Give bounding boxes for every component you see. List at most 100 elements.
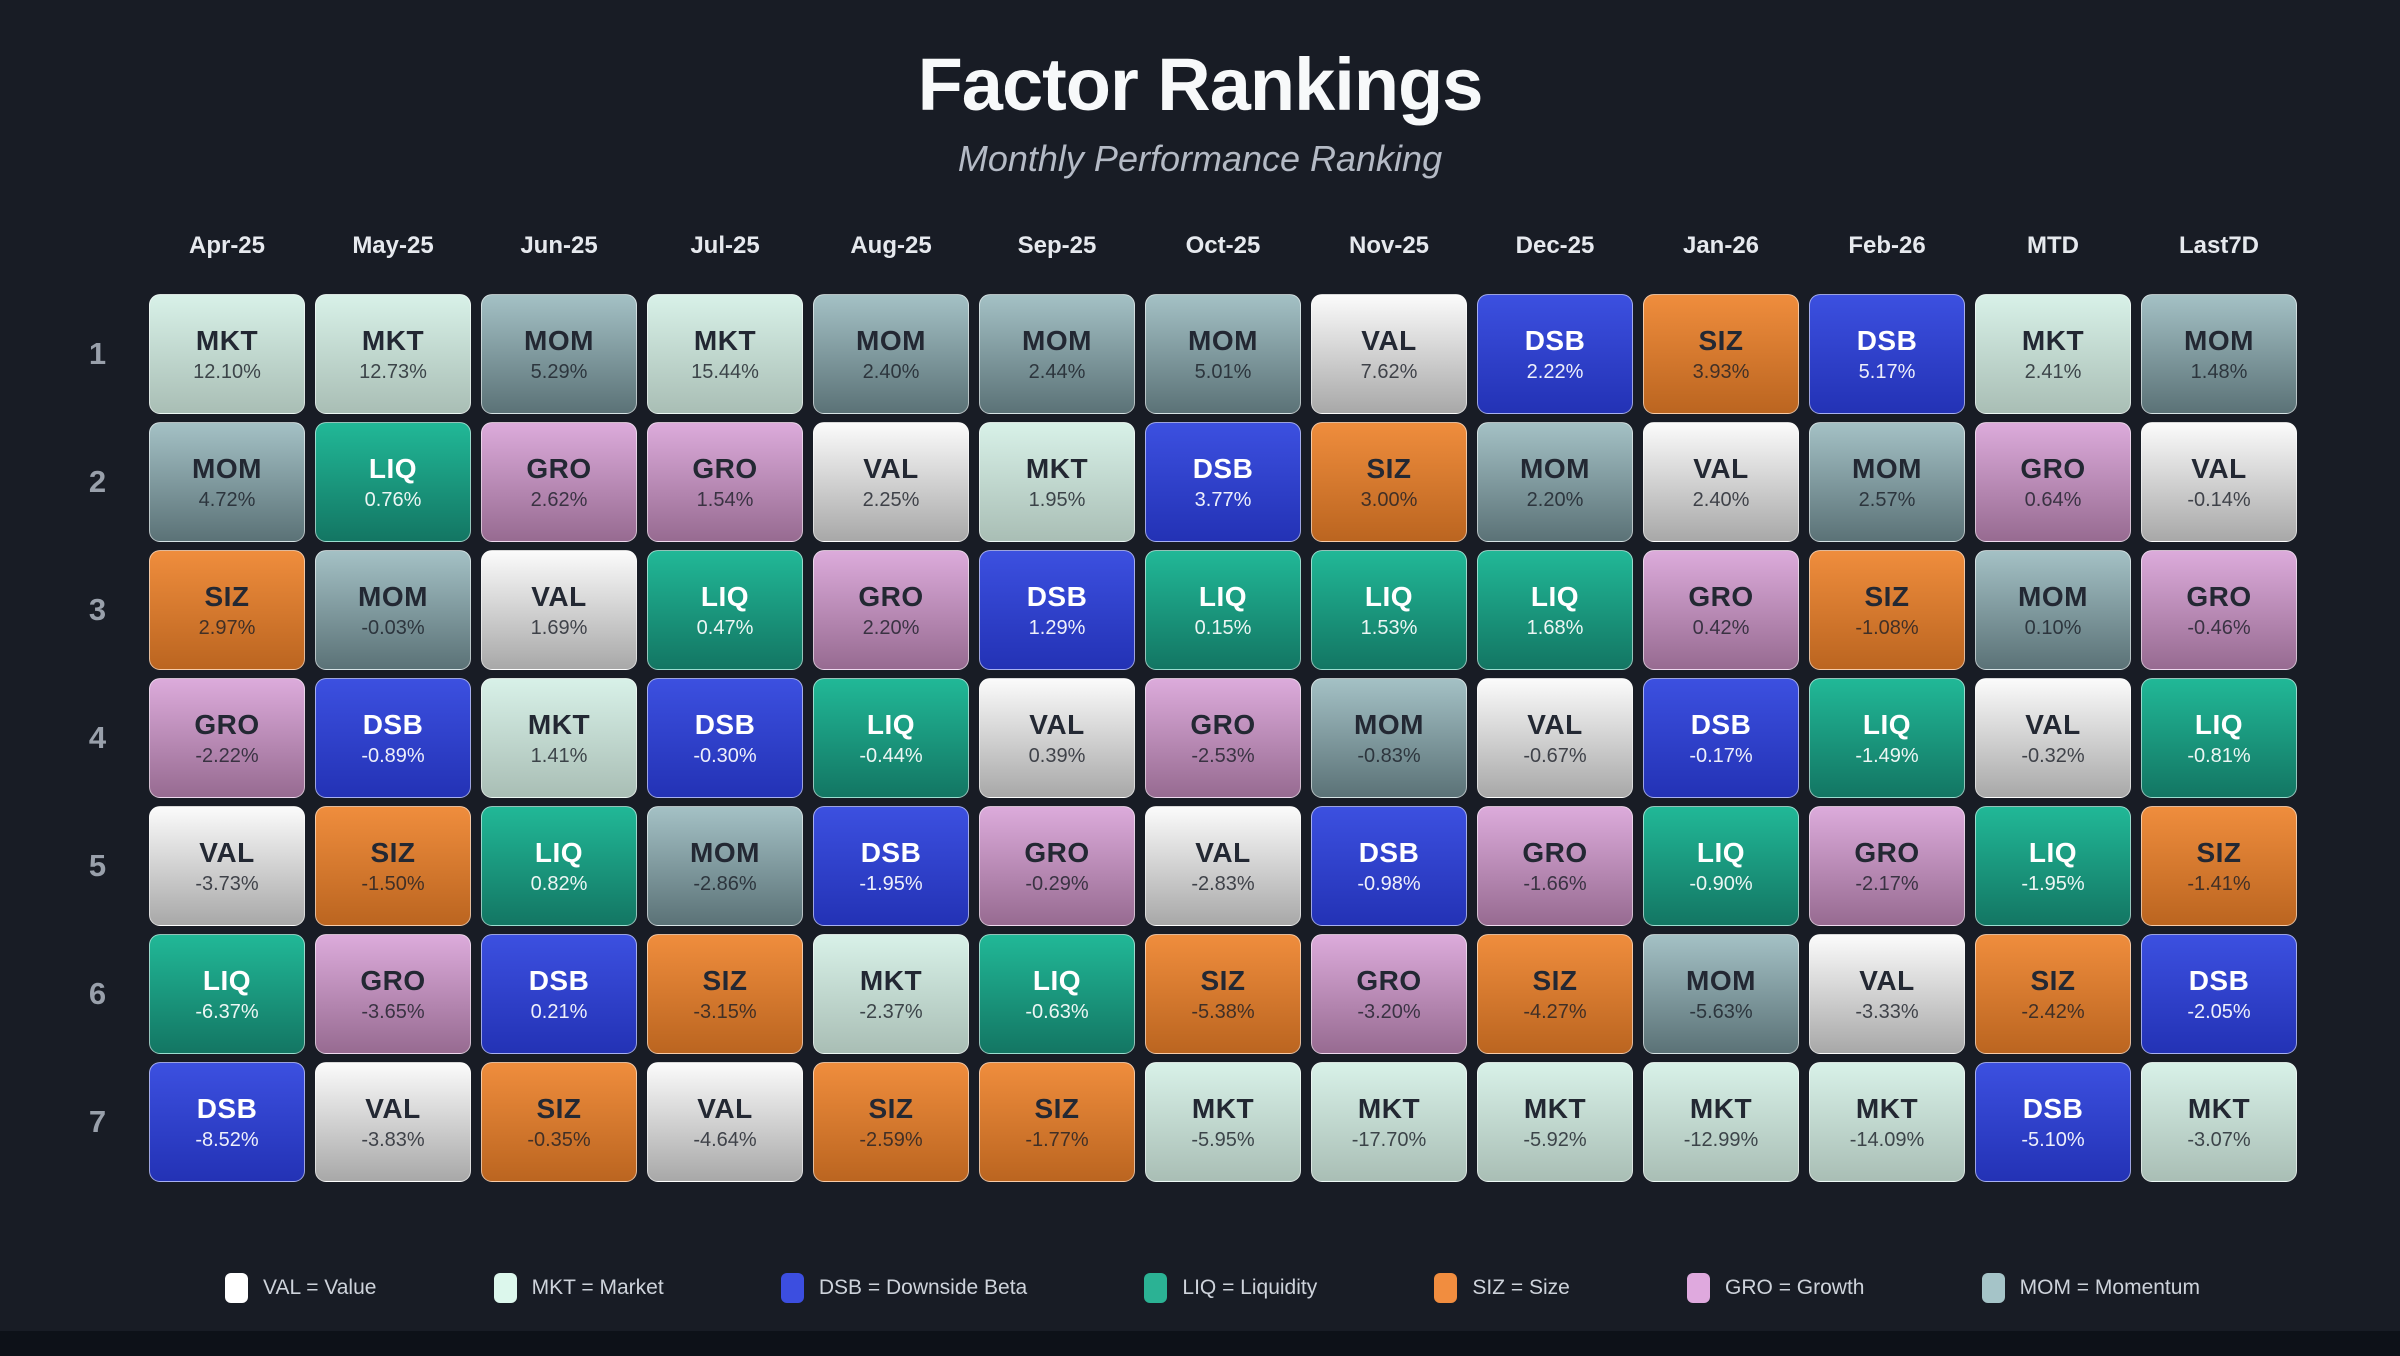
factor-code: LIQ [368,452,418,484]
factor-value: 3.77% [1194,488,1252,511]
factor-value: -6.37% [195,1000,259,1023]
factor-value: 2.57% [1858,488,1916,511]
factor-code: MKT [1191,1092,1255,1124]
factor-value: -5.10% [2021,1128,2085,1151]
factor-cell: GRO -0.29% [979,806,1135,926]
factor-value: -1.95% [2021,872,2085,895]
factor-cell: GRO -1.66% [1477,806,1633,926]
factor-value: 2.25% [862,488,920,511]
factor-value: -12.99% [1683,1128,1759,1151]
grid-corner-spacer [56,206,139,286]
column-header: Last7D [2178,232,2260,259]
factor-cell: LIQ -6.37% [149,934,305,1054]
factor-value: -2.22% [195,744,259,767]
factor-value: -8.52% [195,1128,259,1151]
factor-value: -0.44% [859,744,923,767]
factor-cell: SIZ 3.00% [1311,422,1467,542]
factor-value: -5.38% [1191,1000,1255,1023]
factor-code: GRO [1688,580,1754,612]
factor-cell: DSB 2.22% [1477,294,1633,414]
factor-value: -4.64% [693,1128,757,1151]
factor-cell: SIZ -1.08% [1809,550,1965,670]
factor-code: MKT [2187,1092,2251,1124]
factor-cell: DSB -0.89% [315,678,471,798]
factor-cell: LIQ -0.44% [813,678,969,798]
footer-bar [0,1331,2400,1356]
factor-code: MKT [361,324,425,356]
factor-code: GRO [858,580,924,612]
factor-cell: MOM 5.29% [481,294,637,414]
factor-cell: MKT 1.41% [481,678,637,798]
factor-code: MOM [2184,324,2254,356]
factor-value: 1.53% [1360,616,1418,639]
factor-value: -0.89% [361,744,425,767]
factor-cell: MKT 12.10% [149,294,305,414]
factor-code: MOM [1354,708,1424,740]
factor-cell: GRO 0.42% [1643,550,1799,670]
factor-value: -3.65% [361,1000,425,1023]
legend-item: GRO = Growth [1687,1273,1864,1303]
factor-cell: MOM -5.63% [1643,934,1799,1054]
liq-swatch-icon [1144,1273,1168,1303]
factor-code: MOM [856,324,926,356]
factor-cell: SIZ 2.97% [149,550,305,670]
legend-label: MOM = Momentum [2019,1276,2200,1299]
column-header: Nov-25 [1348,232,1430,259]
factor-code: SIZ [1698,324,1744,356]
factor-code: MOM [524,324,594,356]
factor-code: VAL [1693,452,1749,484]
factor-code: LIQ [1198,580,1248,612]
factor-value: -0.63% [1025,1000,1089,1023]
factor-code: SIZ [1366,452,1412,484]
factor-value: 0.82% [530,872,588,895]
factor-cell: MKT -5.95% [1145,1062,1301,1182]
factor-value: 0.42% [1692,616,1750,639]
factor-cell: MOM 4.72% [149,422,305,542]
factor-code: GRO [1854,836,1920,868]
factor-cell: SIZ -4.27% [1477,934,1633,1054]
factor-code: GRO [2020,452,2086,484]
factor-cell: GRO -2.53% [1145,678,1301,798]
factor-value: -3.20% [1357,1000,1421,1023]
factor-cell: MKT -2.37% [813,934,969,1054]
factor-value: -2.05% [2187,1000,2251,1023]
factor-value: 3.93% [1692,360,1750,383]
factor-value: -0.14% [2187,488,2251,511]
rank-label: 3 [88,592,107,627]
factor-value: -0.35% [527,1128,591,1151]
factor-code: GRO [526,452,592,484]
factor-value: -1.08% [1855,616,1919,639]
factor-value: -2.53% [1191,744,1255,767]
factor-cell: SIZ -2.42% [1975,934,2131,1054]
factor-code: LIQ [866,708,916,740]
rank-label: 6 [88,976,107,1011]
factor-cell: VAL -0.14% [2141,422,2297,542]
factor-value: -0.32% [2021,744,2085,767]
factor-code: SIZ [702,964,748,996]
factor-code: VAL [1859,964,1915,996]
column-header: MTD [2027,232,2079,259]
factor-code: GRO [1356,964,1422,996]
legend-label: LIQ = Liquidity [1182,1276,1318,1299]
column-header: Jan-26 [1682,232,1760,259]
factor-value: 2.44% [1028,360,1086,383]
factor-cell: SIZ -1.77% [979,1062,1135,1182]
factor-cell: DSB -8.52% [149,1062,305,1182]
factor-code: GRO [1190,708,1256,740]
legend-label: DSB = Downside Beta [818,1276,1028,1299]
factor-code: LIQ [1530,580,1580,612]
factor-cell: MKT -12.99% [1643,1062,1799,1182]
factor-value: 2.41% [2024,360,2082,383]
factor-code: SIZ [536,1092,582,1124]
factor-code: LIQ [2194,708,2244,740]
factor-value: 1.48% [2190,360,2248,383]
factor-code: LIQ [534,836,584,868]
factor-cell: MKT -3.07% [2141,1062,2297,1182]
val-swatch-icon [225,1273,248,1303]
factor-cell: GRO 2.20% [813,550,969,670]
factor-value: 1.41% [530,744,588,767]
factor-value: 15.44% [691,360,759,383]
factor-value: 1.69% [530,616,588,639]
factor-cell: LIQ 0.82% [481,806,637,926]
factor-value: 3.00% [1360,488,1418,511]
